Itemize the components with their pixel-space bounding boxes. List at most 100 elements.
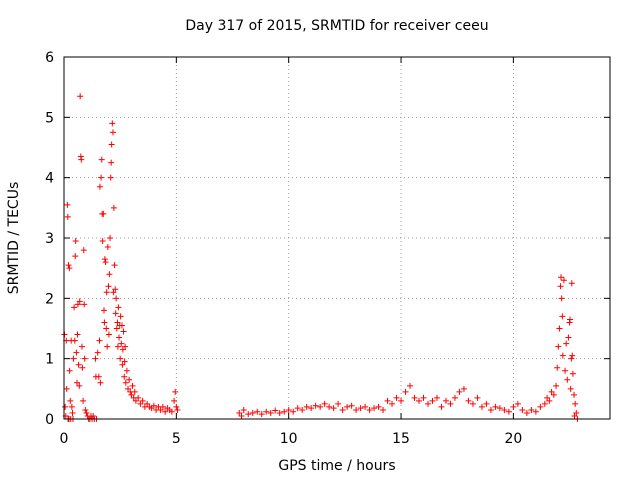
data-point	[108, 141, 115, 148]
data-point	[101, 256, 108, 263]
data-point	[97, 379, 104, 386]
data-point	[103, 289, 110, 296]
data-point	[103, 325, 110, 332]
data-point	[348, 402, 355, 409]
data-point	[389, 400, 396, 407]
data-point	[312, 402, 319, 409]
data-point	[79, 364, 86, 371]
data-point	[113, 325, 120, 332]
data-point	[150, 402, 157, 409]
data-point	[501, 406, 508, 413]
x-axis-label: GPS time / hours	[278, 458, 395, 474]
x-tick-label: 10	[280, 431, 298, 447]
data-point	[571, 412, 578, 419]
data-point	[101, 319, 108, 326]
data-point	[168, 408, 175, 415]
data-point	[94, 349, 101, 356]
data-point	[62, 403, 69, 410]
data-point	[92, 355, 99, 362]
data-point	[240, 406, 247, 413]
data-point	[285, 406, 292, 413]
x-tick-label: 5	[172, 431, 181, 447]
data-point	[523, 409, 530, 416]
data-point	[362, 403, 369, 410]
data-point	[74, 301, 81, 308]
data-point	[469, 400, 476, 407]
data-point	[65, 262, 72, 269]
data-point	[254, 408, 261, 415]
data-point	[556, 325, 563, 332]
data-point	[81, 301, 88, 308]
data-point	[115, 304, 122, 311]
data-point	[569, 352, 576, 359]
data-point	[537, 403, 544, 410]
data-point	[107, 235, 114, 241]
data-point	[114, 319, 121, 326]
data-point	[112, 286, 119, 293]
data-point	[384, 397, 391, 404]
data-point	[121, 373, 128, 380]
data-point	[104, 244, 111, 251]
data-point	[72, 253, 79, 260]
data-point	[492, 403, 499, 410]
data-point	[236, 409, 243, 416]
data-point	[416, 397, 423, 404]
data-point	[546, 397, 553, 404]
data-point	[118, 322, 125, 329]
data-point	[98, 174, 105, 181]
data-point	[451, 394, 458, 401]
y-tick-label: 0	[45, 412, 54, 428]
data-point	[567, 385, 574, 392]
data-point	[83, 409, 90, 416]
data-point	[102, 259, 109, 266]
data-point	[171, 397, 178, 404]
data-point	[478, 403, 485, 410]
data-point	[267, 409, 274, 416]
data-point	[544, 394, 551, 401]
data-point	[420, 394, 427, 401]
data-point	[125, 385, 132, 392]
data-point	[456, 388, 463, 395]
data-point	[105, 283, 112, 290]
data-point	[438, 403, 445, 410]
data-point	[238, 412, 245, 419]
data-point	[483, 400, 490, 407]
data-point	[433, 394, 440, 401]
data-point	[299, 406, 306, 413]
data-point	[563, 340, 570, 347]
data-point	[119, 346, 126, 353]
data-point	[371, 405, 378, 412]
data-point	[321, 400, 328, 407]
data-point	[411, 394, 418, 401]
data-point	[111, 262, 118, 269]
data-point	[75, 361, 82, 368]
data-point	[157, 406, 164, 413]
data-point	[80, 247, 87, 254]
data-point	[559, 313, 566, 320]
chart-title: Day 317 of 2015, SRMTID for receiver cee…	[185, 18, 488, 34]
y-tick-labels: 0 1 2 3 4 5 6	[45, 50, 54, 428]
data-point	[108, 159, 115, 166]
data-point	[137, 400, 144, 407]
data-point	[528, 406, 535, 413]
data-point	[119, 361, 126, 368]
y-tick-label: 5	[45, 110, 54, 126]
y-tick-label: 2	[45, 291, 54, 307]
grid-lines	[64, 57, 610, 419]
data-point	[487, 406, 494, 413]
data-point	[172, 388, 179, 395]
data-point	[330, 405, 337, 412]
data-point	[245, 411, 252, 418]
data-point	[95, 373, 102, 380]
data-point	[68, 403, 75, 410]
data-point	[174, 406, 181, 413]
data-point	[132, 397, 139, 404]
data-point	[135, 394, 142, 401]
data-point	[64, 213, 71, 220]
data-point	[460, 385, 467, 392]
data-point	[121, 358, 128, 365]
data-point	[258, 411, 265, 418]
data-point	[339, 406, 346, 413]
data-point	[126, 376, 133, 383]
data-point	[572, 400, 579, 407]
